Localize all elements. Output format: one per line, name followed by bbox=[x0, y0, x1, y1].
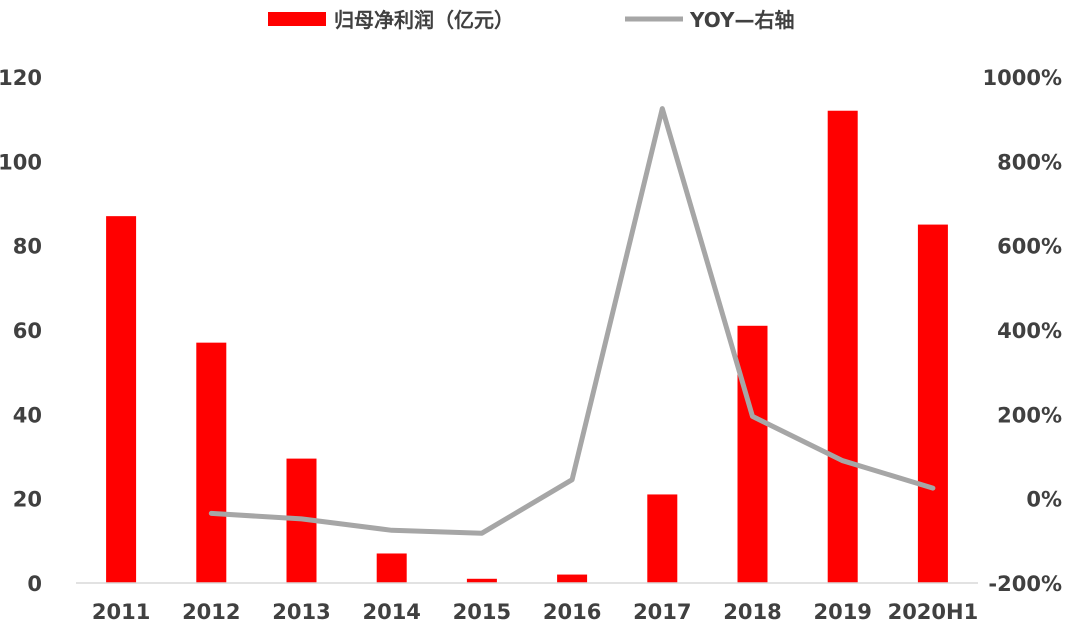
bar-2014 bbox=[376, 553, 407, 583]
x-tick-label: 2020H1 bbox=[888, 600, 979, 624]
legend-swatch-net-profit bbox=[268, 12, 326, 26]
x-tick-label: 2012 bbox=[182, 600, 240, 624]
bar-2015 bbox=[466, 578, 497, 583]
y-left-tick-label: 100 bbox=[0, 150, 42, 174]
x-tick-label: 2015 bbox=[453, 600, 511, 624]
x-tick-label: 2014 bbox=[362, 600, 420, 624]
y-left-tick-label: 20 bbox=[13, 488, 42, 512]
y-right-tick-label: 400% bbox=[997, 319, 1062, 343]
x-tick-label: 2017 bbox=[633, 600, 691, 624]
y-right-tick-label: 200% bbox=[997, 403, 1062, 427]
y-left-tick-label: 80 bbox=[13, 235, 42, 259]
bar-series bbox=[106, 110, 948, 584]
y-left-tick-label: 40 bbox=[13, 403, 42, 427]
legend-label-net-profit: 归母净利润（亿元） bbox=[334, 8, 514, 32]
bar-2011 bbox=[106, 216, 137, 583]
legend: 归母净利润（亿元） YOY—右轴 bbox=[268, 8, 795, 32]
bar-2017 bbox=[647, 494, 678, 583]
bar-2020H1 bbox=[917, 224, 948, 584]
y-right-tick-label: 600% bbox=[997, 235, 1062, 259]
y-right-tick-label: -200% bbox=[988, 572, 1062, 596]
yoy-line bbox=[208, 106, 936, 536]
y-right-tick-label: 0% bbox=[1026, 488, 1062, 512]
y-axis-right: -200% 0% 200% 400% 600% 800% 1000% bbox=[983, 66, 1063, 596]
x-tick-label: 2016 bbox=[543, 600, 601, 624]
bar-2018 bbox=[737, 325, 768, 583]
y-axis-left: 0 20 40 60 80 100 120 bbox=[0, 66, 42, 596]
x-tick-label: 2019 bbox=[813, 600, 871, 624]
y-left-tick-label: 120 bbox=[0, 66, 42, 90]
x-tick-label: 2011 bbox=[92, 600, 150, 624]
x-tick-label: 2013 bbox=[272, 600, 330, 624]
bar-2019 bbox=[827, 110, 858, 583]
y-right-tick-label: 1000% bbox=[983, 66, 1063, 90]
y-right-tick-label: 800% bbox=[997, 150, 1062, 174]
x-tick-label: 2018 bbox=[723, 600, 781, 624]
legend-label-yoy: YOY—右轴 bbox=[689, 8, 795, 32]
x-axis-labels: 2011 2012 2013 2014 2015 2016 2017 2018 2019 2020… bbox=[92, 600, 978, 624]
yoy-line-series bbox=[208, 106, 936, 536]
bar-2012 bbox=[196, 342, 227, 583]
y-left-tick-label: 60 bbox=[13, 319, 42, 343]
y-left-tick-label: 0 bbox=[27, 572, 42, 596]
bar-2016 bbox=[557, 574, 588, 583]
